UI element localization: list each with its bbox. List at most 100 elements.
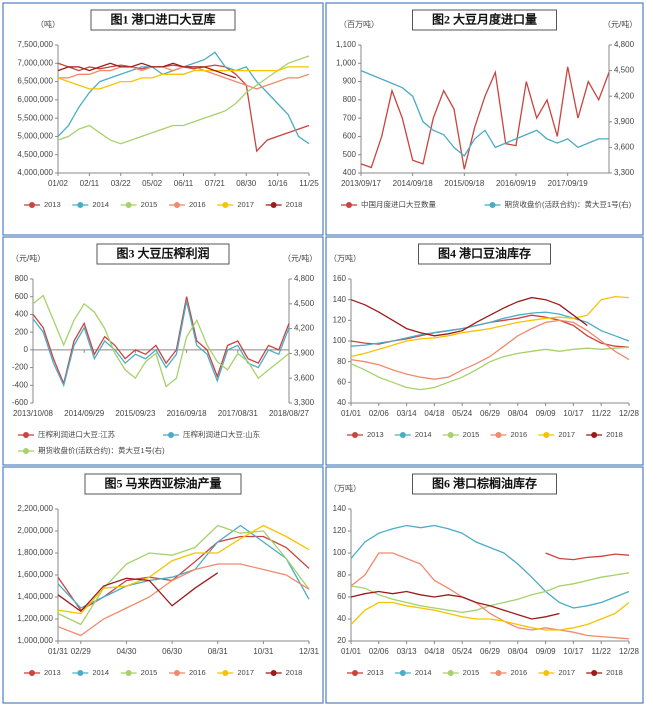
y2-tick-label: 3,900 (614, 117, 635, 126)
x-tick-label: 02/11 (80, 179, 100, 188)
title-box (84, 473, 242, 495)
legend-label: 2017 (558, 668, 575, 677)
legend-label: 2015 (463, 430, 480, 439)
series-line (32, 300, 290, 388)
title-box (90, 9, 236, 31)
legend-label: 2017 (237, 668, 254, 677)
y2-tick-label: 3,600 (614, 143, 635, 152)
y-tick-label: 6,500,000 (17, 77, 53, 86)
x-tick-label: 2014/09/29 (64, 409, 105, 418)
legend-label: 2014 (415, 668, 432, 677)
series-line (350, 296, 588, 337)
legend-marker (270, 202, 277, 208)
panel-border (325, 2, 644, 236)
x-tick-label: 12/28 (619, 409, 640, 418)
y-tick-label: 5,500,000 (17, 113, 53, 122)
x-tick-label: 12/28 (619, 647, 640, 656)
legend-label: 2014 (415, 430, 432, 439)
legend-label: 2017 (558, 430, 575, 439)
x-tick-label: 06/11 (174, 179, 194, 188)
x-tick-label: 03/14 (397, 409, 418, 418)
chart-title: 图3 大豆压榨利润 (116, 245, 209, 260)
y-tick-label: 1,800,000 (17, 548, 53, 557)
x-tick-label: 2018/08/27 (269, 409, 310, 418)
x-tick-label: 02/06 (369, 409, 390, 418)
x-tick-label: 01/31 (48, 647, 69, 656)
legend-marker (447, 670, 454, 676)
y-tick-label: 800 (343, 95, 357, 104)
x-tick-label: 10/17 (563, 409, 584, 418)
y-tick-label: 800 (15, 274, 29, 283)
legend-marker (222, 670, 229, 676)
y2-tick-label: 4,500 (294, 299, 315, 308)
legend-marker (399, 432, 406, 438)
x-tick-label: 01/02 (48, 179, 69, 188)
legend-marker (543, 670, 550, 676)
x-tick-label: 07/21 (205, 179, 226, 188)
legend-marker (77, 202, 84, 208)
y-tick-label: 1,600,000 (17, 570, 53, 579)
y-tick-label: 80 (337, 570, 346, 579)
x-tick-label: 04/18 (424, 647, 445, 656)
legend-label: 2018 (606, 430, 623, 439)
legend-marker (77, 670, 84, 676)
y-tick-label: 600 (15, 292, 29, 301)
panel-border (325, 466, 644, 704)
title-box (412, 473, 557, 495)
y-tick-label: 1,400,000 (17, 592, 53, 601)
y-tick-label: -600 (12, 398, 29, 407)
legend-marker (346, 202, 352, 208)
chart-title: 图4 港口豆油库存 (438, 245, 531, 260)
legend-label: 2014 (92, 668, 109, 677)
chart-title: 图6 港口棕榈油库存 (432, 475, 537, 490)
x-tick-label: 08/04 (508, 409, 529, 418)
chart-title: 图5 马来西亚棕油产量 (104, 475, 221, 490)
x-tick-label: 04/30 (116, 647, 137, 656)
series-line (350, 552, 630, 640)
x-tick-label: 04/18 (424, 409, 445, 418)
x-tick-label: 2015/09/18 (444, 179, 485, 188)
legend-marker (23, 448, 29, 454)
legend-label: 2016 (511, 668, 528, 677)
y-tick-label: 1,100 (336, 40, 357, 49)
legend-marker (222, 202, 229, 208)
y-tick-label: 80 (337, 357, 346, 366)
legend-label: 2018 (286, 668, 303, 677)
legend-marker (399, 670, 406, 676)
legend-label: 2013 (44, 668, 61, 677)
y-tick-label: 1,200,000 (17, 614, 53, 623)
x-tick-label: 11/22 (591, 409, 611, 418)
legend-label: 2013 (367, 430, 384, 439)
x-tick-label: 10/16 (268, 179, 289, 188)
y-tick-label: 40 (337, 614, 346, 623)
x-tick-label: 11/22 (591, 647, 611, 656)
y-tick-label: 100 (333, 336, 347, 345)
series-line (360, 66, 610, 170)
x-tick-label: 08/31 (208, 647, 229, 656)
x-tick-label: 2016/09/18 (167, 409, 208, 418)
legend-marker (447, 432, 454, 438)
y-tick-label: 120 (333, 315, 347, 324)
series-line (350, 346, 630, 391)
y-tick-label: 5,000,000 (17, 132, 53, 141)
series-line (57, 524, 310, 626)
chart-title: 图1 港口进口大豆库 (110, 11, 215, 26)
y-tick-label: 4,000,000 (17, 168, 53, 177)
legend-label: 2018 (606, 668, 623, 677)
x-tick-label: 12/31 (299, 647, 320, 656)
y-tick-label: -400 (12, 380, 29, 389)
y-tick-label: 7,000,000 (17, 58, 53, 67)
title-box (96, 243, 230, 265)
series-line (32, 294, 290, 388)
legend-marker (174, 670, 180, 676)
legend-label: 2016 (511, 430, 528, 439)
legend-marker (174, 202, 180, 208)
y2-tick-label: 3,300 (294, 398, 315, 407)
y-tick-label: 900 (343, 77, 357, 86)
legend-label: 2015 (141, 200, 158, 209)
series-line (350, 311, 630, 347)
y-tick-label: 60 (337, 592, 346, 601)
y-tick-label: 7,500,000 (17, 40, 53, 49)
legend-label: 期货收盘价(活跃合约)：黄大豆1号(右) (38, 445, 165, 455)
